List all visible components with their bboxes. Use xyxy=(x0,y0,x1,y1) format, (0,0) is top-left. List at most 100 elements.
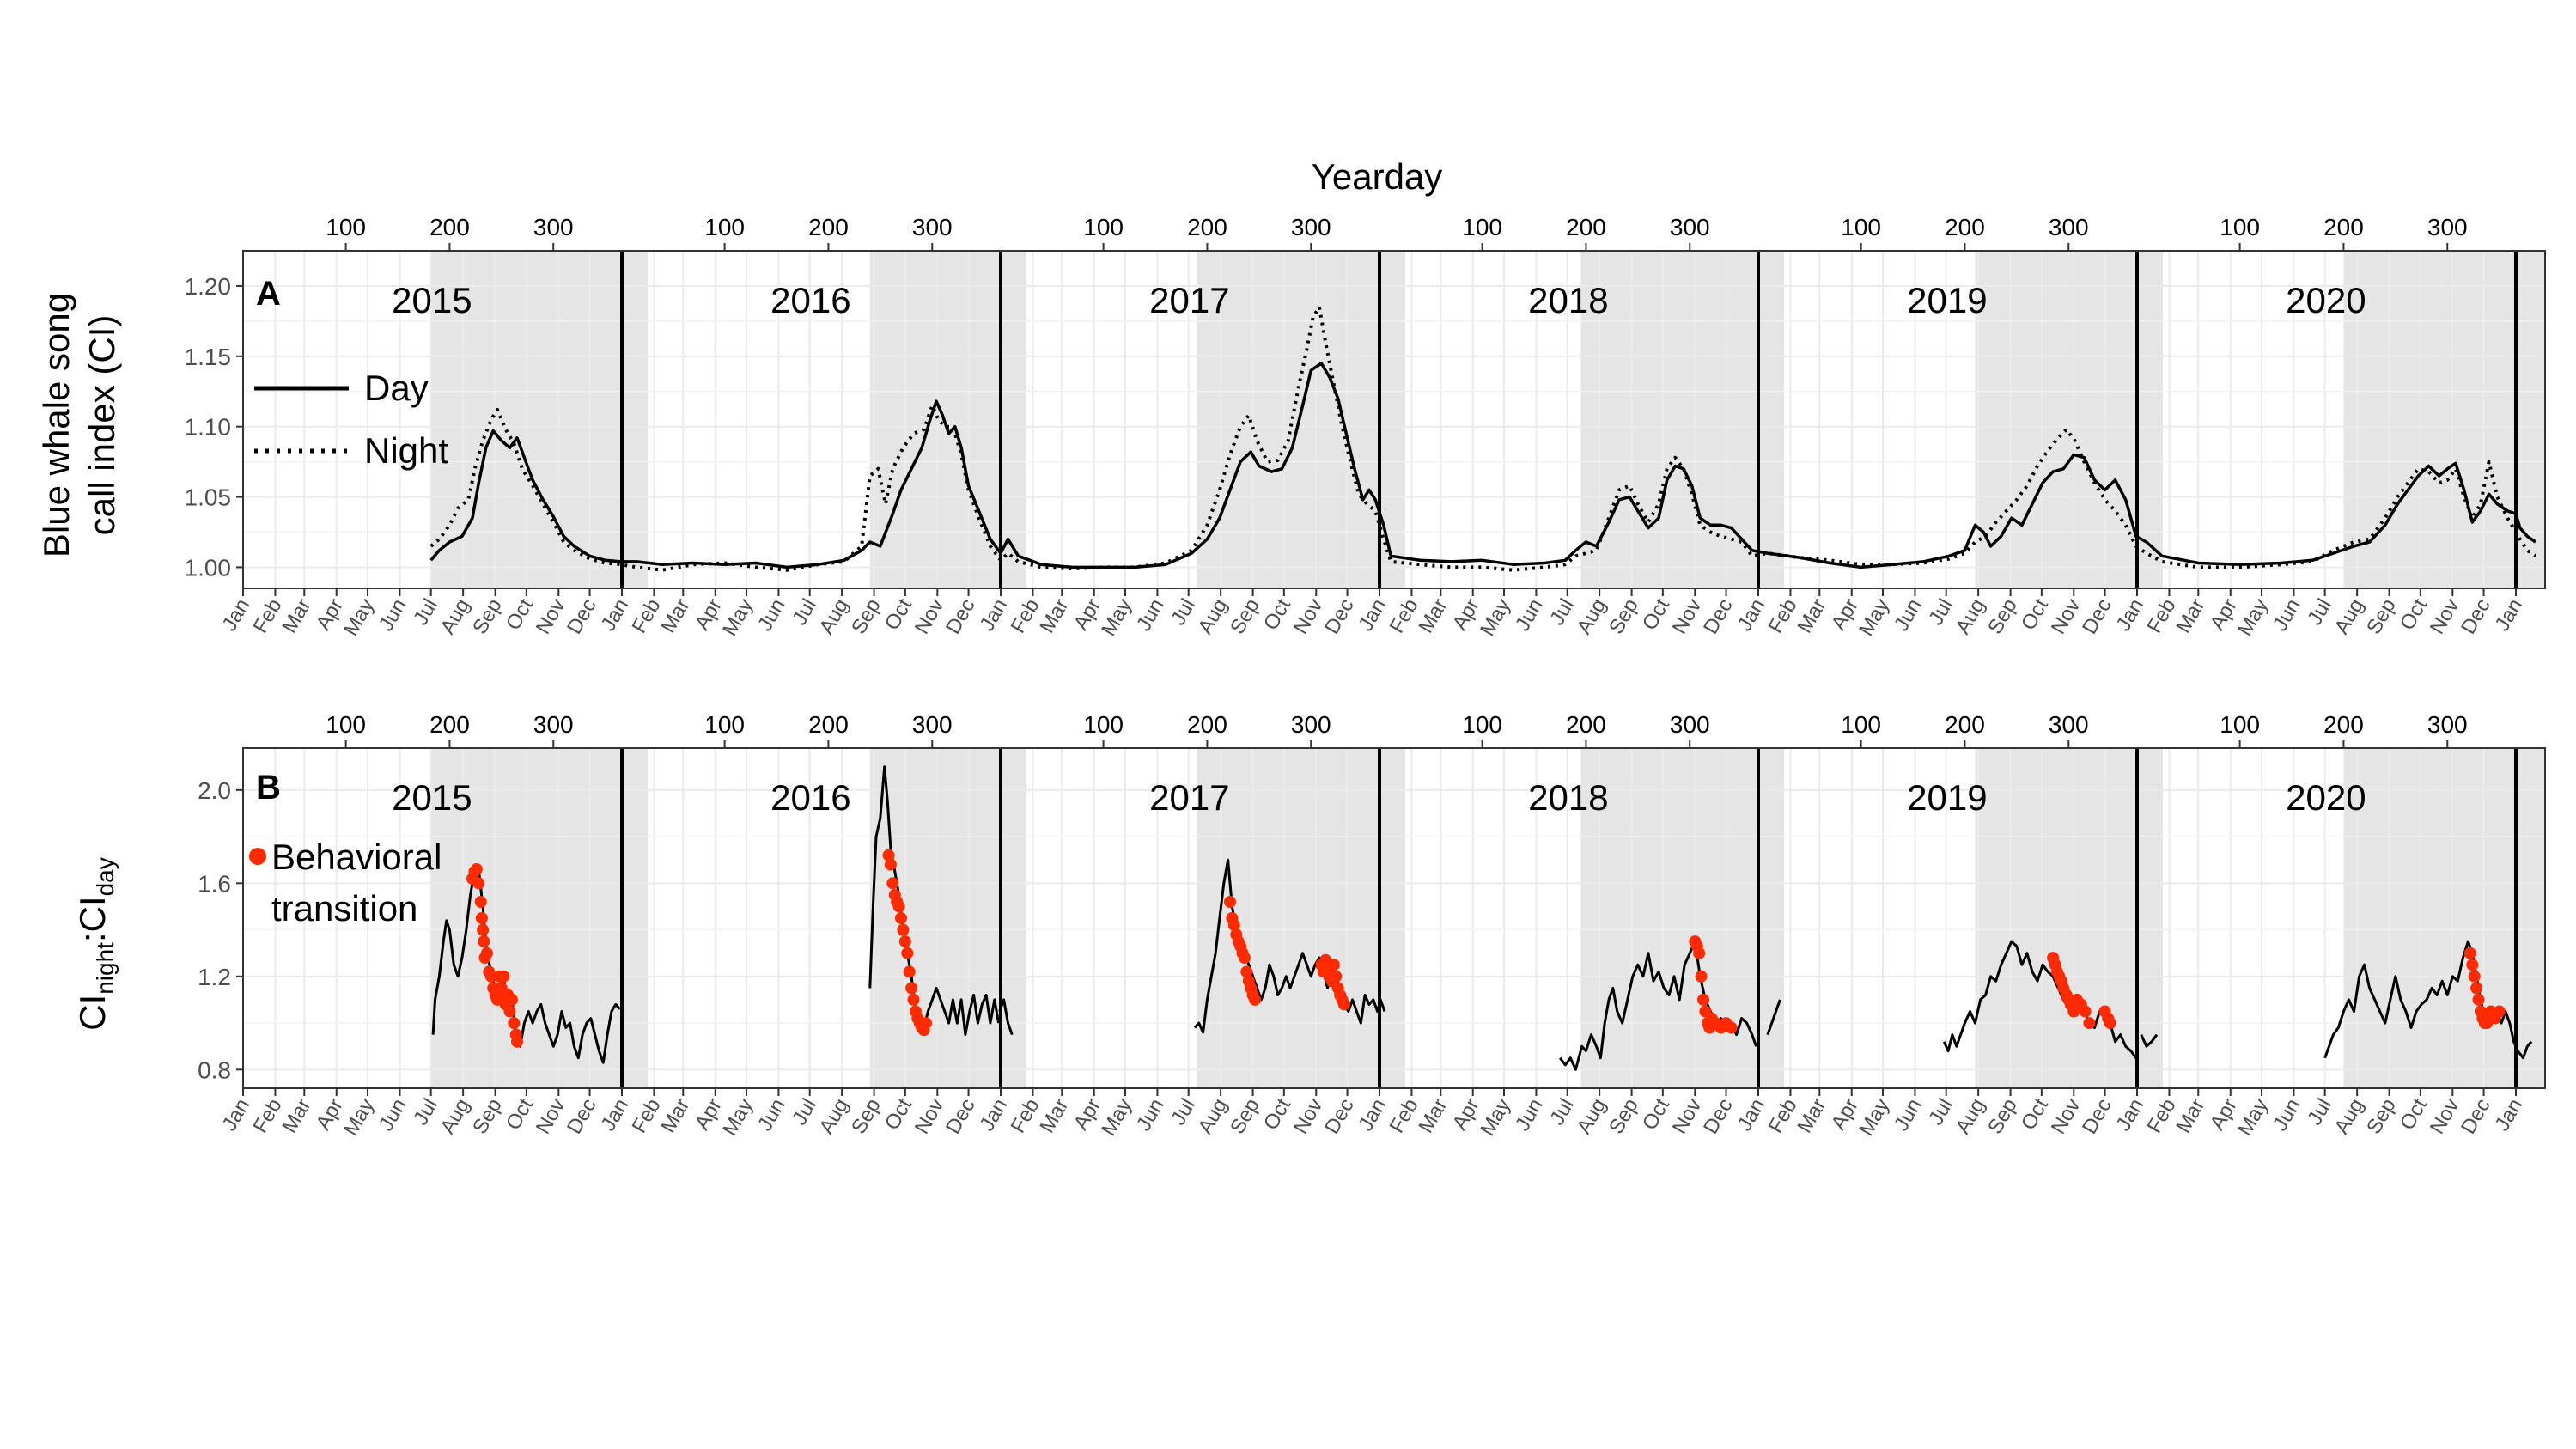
year-label: 2017 xyxy=(1149,777,1229,818)
yearday-tick-label: 300 xyxy=(533,214,574,240)
shaded-period xyxy=(1975,251,2163,588)
y-tick-label: 1.10 xyxy=(185,414,232,441)
panel-b-yearday-ticks: 100 200 300 100 200 300 100 200 300 100 200 300 100 2… xyxy=(326,711,2468,748)
yearday-tick-label: 300 xyxy=(2049,214,2089,240)
yearday-tick-label: 300 xyxy=(1670,214,1710,240)
y-tick-label: 2.0 xyxy=(198,777,231,804)
panel-a-series xyxy=(429,305,2537,572)
transition-point xyxy=(2472,993,2485,1006)
series-line-day xyxy=(429,362,2536,569)
yearday-tick-label: 300 xyxy=(2427,711,2468,738)
yearday-tick-label: 200 xyxy=(1566,711,1606,738)
transition-point xyxy=(470,863,483,875)
y-tick-label: 1.05 xyxy=(185,484,232,511)
transition-point xyxy=(1238,952,1251,965)
transition-point xyxy=(2083,1017,2096,1030)
yearday-tick-label: 200 xyxy=(1945,214,1985,240)
yearday-tick-label: 100 xyxy=(326,214,366,240)
legend-transition-marker xyxy=(249,848,266,865)
panel-a-month-ticks: JanFebMarAprMayJunJulAugSepOctNovDecJanF… xyxy=(217,588,2527,640)
yearday-tick-label: 300 xyxy=(533,711,574,738)
yearday-tick-label: 100 xyxy=(704,214,745,240)
transition-point xyxy=(882,849,895,861)
transition-point xyxy=(1327,959,1340,971)
panel-b-frame xyxy=(242,747,2546,1089)
transition-point xyxy=(895,912,907,924)
year-label: 2020 xyxy=(2286,280,2366,320)
transition-point xyxy=(477,923,490,936)
transition-point xyxy=(497,970,510,983)
transition-point xyxy=(1227,919,1240,932)
panel-b-transition-points xyxy=(466,849,2506,1048)
year-label: 2015 xyxy=(392,280,472,320)
transition-point xyxy=(1330,970,1343,983)
ratio-line-segment xyxy=(2323,940,2533,1060)
year-label: 2016 xyxy=(770,777,850,818)
transition-point xyxy=(475,912,488,924)
transition-point xyxy=(1725,1021,1738,1034)
transition-point xyxy=(920,1017,932,1030)
yearday-tick-label: 300 xyxy=(1291,214,1331,240)
shaded-period xyxy=(869,251,1026,588)
panel-b-year-labels: 2015 2016 2017 2018 2019 2020 xyxy=(392,777,2366,818)
transition-point xyxy=(2493,1005,2506,1018)
yearday-tick-label: 100 xyxy=(326,711,366,738)
transition-point xyxy=(1337,998,1350,1011)
transition-point xyxy=(1224,896,1236,908)
panel-a-yearday-ticks: 100 200 300 100 200 300 100 200 300 100 200 300 100 2… xyxy=(326,214,2468,251)
panel-a-y-label-line1: Blue whale song xyxy=(36,293,76,557)
yearday-tick-label: 100 xyxy=(704,711,745,738)
panel-a-legend: Day Night xyxy=(254,368,448,471)
year-label: 2019 xyxy=(1907,280,1987,320)
year-label: 2016 xyxy=(770,280,850,320)
shaded-period xyxy=(1580,251,1784,588)
yearday-tick-label: 200 xyxy=(808,711,849,738)
transition-point xyxy=(478,935,490,948)
y-tick-label: 1.00 xyxy=(185,554,232,581)
transition-point xyxy=(480,947,493,959)
year-label: 2015 xyxy=(392,777,472,818)
yearday-tick-label: 200 xyxy=(429,214,470,240)
yearday-tick-label: 200 xyxy=(1187,711,1227,738)
transition-point xyxy=(2079,1005,2092,1018)
legend-transition-line2: transition xyxy=(271,888,417,928)
yearday-tick-label: 300 xyxy=(1291,711,1331,738)
year-label: 2018 xyxy=(1528,280,1608,320)
yearday-tick-label: 200 xyxy=(2323,214,2364,240)
transition-point xyxy=(897,923,910,936)
transition-point xyxy=(2466,959,2479,971)
yearday-tick-label: 100 xyxy=(1083,711,1124,738)
yearday-tick-label: 100 xyxy=(1841,711,1881,738)
legend-night-label: Night xyxy=(364,430,448,471)
yearday-tick-label: 300 xyxy=(2049,711,2089,738)
shaded-period xyxy=(869,748,1026,1088)
panel-b-y-label: CInight:CIday xyxy=(72,857,119,1031)
transition-point xyxy=(907,993,920,1006)
panel-a-year-labels: 2015 2016 2017 2018 2019 2020 xyxy=(392,280,2366,320)
ratio-line-segment xyxy=(868,765,1001,1037)
ratio-line-segment xyxy=(431,868,621,1064)
panel-b-legend: Behavioral transition xyxy=(249,837,442,928)
panel-a-y-label-line2: call index (CI) xyxy=(82,315,122,536)
transition-point xyxy=(886,877,899,890)
shaded-period xyxy=(2343,748,2542,1088)
yearday-tick-label: 200 xyxy=(808,214,849,240)
yearday-tick-label: 100 xyxy=(2220,711,2260,738)
yearday-tick-label: 300 xyxy=(912,214,953,240)
yearday-tick-label: 200 xyxy=(1187,214,1227,240)
y-tick-label: 1.15 xyxy=(185,344,232,370)
y-tick-label: 1.2 xyxy=(198,964,231,990)
ratio-line-segment xyxy=(2140,1033,2159,1048)
yearday-tick-label: 100 xyxy=(2220,214,2260,240)
y-tick-label: 1.20 xyxy=(185,273,232,300)
panel-b: 0.81.21.62.0 JanFebMarAprMayJunJulAugSep… xyxy=(72,711,2546,1140)
transition-point xyxy=(898,935,911,948)
panel-b-gridlines xyxy=(242,748,2545,1088)
transition-point xyxy=(1697,993,1709,1006)
year-label: 2020 xyxy=(2286,777,2366,818)
transition-point xyxy=(503,1005,516,1018)
transition-point xyxy=(1240,965,1253,978)
transition-point xyxy=(905,982,918,995)
yearday-tick-label: 100 xyxy=(1841,214,1881,240)
